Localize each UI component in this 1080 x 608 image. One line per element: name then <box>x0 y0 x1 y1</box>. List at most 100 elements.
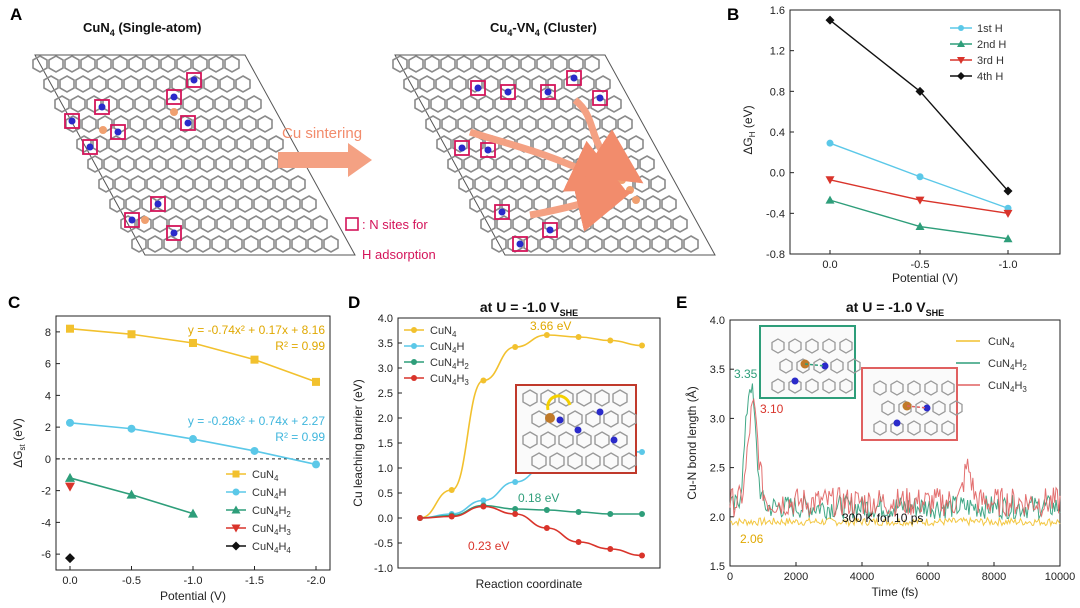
nitrogen-atom <box>544 88 552 96</box>
nitrogen-atom <box>504 88 512 96</box>
lattice-ring <box>488 55 504 73</box>
chart-b-ytick: 0.4 <box>770 127 785 139</box>
chart-b-point <box>825 15 835 25</box>
chart-b-ylabel: ΔGH (eV) <box>741 105 757 154</box>
inset-ring <box>924 380 938 396</box>
lattice-ring <box>506 175 522 193</box>
inset-nitrogen-atom <box>596 408 604 416</box>
lattice-ring <box>210 175 226 193</box>
inset-ring <box>788 338 802 354</box>
lattice-ring <box>495 155 511 173</box>
inset-ring <box>873 420 887 436</box>
nitrogen-atom <box>596 94 604 102</box>
inset-ring <box>924 420 938 436</box>
chart-e-ytick: 4.0 <box>710 315 725 327</box>
lattice-ring <box>651 235 667 253</box>
chart-c-legend-marker <box>231 505 241 514</box>
inset-ring <box>805 338 819 354</box>
lattice-ring <box>323 235 339 253</box>
chart-d-point <box>512 479 519 485</box>
lattice-ring <box>435 75 451 93</box>
n-site-legend-icon <box>345 217 359 231</box>
chart-b-ytick: 0.0 <box>770 168 785 180</box>
chart-c-ytick: 8 <box>45 327 51 339</box>
lattice-ring <box>92 135 108 153</box>
lattice-ring <box>635 235 651 253</box>
chart-e-ytick: 2.0 <box>710 512 725 524</box>
chart-d-annotation: 0.18 eV <box>518 491 559 505</box>
lattice-ring <box>446 95 462 113</box>
lattice-ring <box>505 115 521 133</box>
lattice-ring <box>491 235 507 253</box>
chart-d-point <box>448 487 455 493</box>
copper-atom <box>170 108 178 116</box>
lattice-ring <box>467 75 483 93</box>
lattice-ring <box>469 195 485 213</box>
cu-sintering-arrow <box>278 143 372 177</box>
chart-c-xtick: -1.5 <box>245 575 264 587</box>
lattice-ring <box>494 95 510 113</box>
n-site-marker <box>180 115 196 131</box>
lattice-ring <box>172 135 188 153</box>
lattice-ring <box>146 175 162 193</box>
chart-b-legend-label: 2nd H <box>977 39 1006 51</box>
lattice-ring <box>269 195 285 213</box>
chart-b-point <box>825 195 835 204</box>
n-site-marker <box>166 225 182 241</box>
lattice-ring <box>75 75 91 93</box>
lattice-ring <box>224 55 240 73</box>
chart-e-xtick: 2000 <box>784 571 808 583</box>
lattice-ring <box>208 55 224 73</box>
lattice-ring <box>520 55 536 73</box>
lattice-ring <box>264 215 280 233</box>
inset-ring <box>771 378 785 394</box>
lattice-ring <box>511 155 527 173</box>
chart-b-ytick: 0.8 <box>770 86 785 98</box>
chart-b-ytick: -0.4 <box>766 208 785 220</box>
chart-b-legend-label: 3rd H <box>977 55 1004 67</box>
chart-c-point <box>65 472 75 482</box>
lattice-ring <box>579 75 595 93</box>
chart-c-legend-label: CuN4H4 <box>252 541 291 555</box>
n-site-marker <box>542 222 558 238</box>
lattice-ring <box>125 195 141 213</box>
n-site-marker <box>150 196 166 212</box>
lattice-ring <box>280 215 296 233</box>
n-site-legend-line2: H adsorption <box>362 247 436 262</box>
lattice-ring <box>507 235 523 253</box>
chart-b-series-line <box>829 199 1009 240</box>
nitrogen-atom <box>170 229 178 237</box>
lattice-ring <box>560 215 576 233</box>
chart-b-legend-label: 1st H <box>977 23 1003 35</box>
lattice-ring <box>141 195 157 213</box>
lattice-ring <box>403 75 419 93</box>
inset-ring <box>558 431 574 449</box>
inset-ring <box>585 452 601 470</box>
inset-ring <box>576 389 592 407</box>
chart-d-point <box>512 506 519 512</box>
n-site-marker <box>540 84 556 100</box>
n-site-marker <box>592 90 608 106</box>
chart-c-point <box>66 324 74 333</box>
lattice-ring <box>189 195 205 213</box>
inset-bond-line <box>906 405 928 409</box>
chart-b-legend-label: 4th H <box>977 71 1003 83</box>
copper-atom <box>141 216 149 224</box>
inset-ring <box>915 400 929 416</box>
chart-e-xtick: 6000 <box>916 571 940 583</box>
lattice-ring <box>558 95 574 113</box>
lattice-ring <box>156 135 172 153</box>
lattice-ring <box>80 55 96 73</box>
chart-c-annotation: y = -0.28x² + 0.74x + 2.27 <box>188 414 325 428</box>
chart-e-xtick: 4000 <box>850 571 874 583</box>
lattice-ring <box>247 155 263 173</box>
inset-ring <box>941 420 955 436</box>
chart-b: -0.8 -0.4 0.0 0.4 0.8 1.2 1.6 0.0 -0.5 -1.0 Potent… <box>741 5 1061 285</box>
chart-b-point <box>825 176 835 185</box>
chart-c-legend-label: CuN4 <box>252 469 279 483</box>
lattice-ring <box>157 195 173 213</box>
lattice-ring <box>624 215 640 233</box>
inset-d-lattice <box>522 389 637 470</box>
lattice-ring <box>555 235 571 253</box>
